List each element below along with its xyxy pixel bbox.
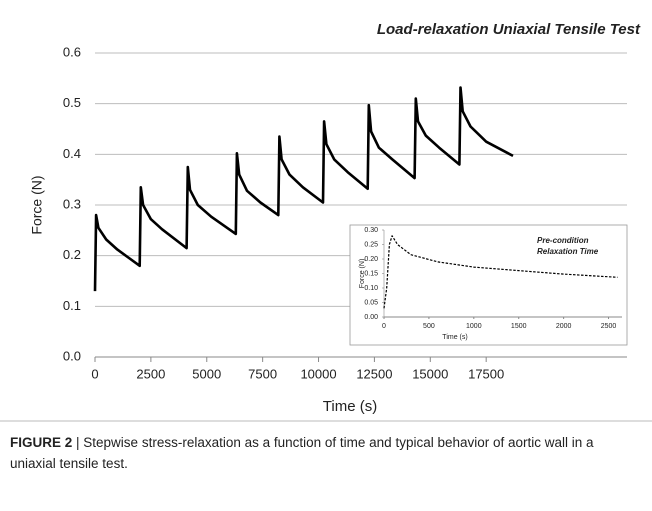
x-axis-label: Time (s) — [323, 398, 377, 415]
chart-title: Load-relaxation Uniaxial Tensile Test — [377, 21, 641, 38]
y-tick-label: 0.3 — [63, 196, 81, 211]
y-tick-label: 0.6 — [63, 44, 81, 59]
data-line — [93, 86, 514, 292]
y-tick-label: 0.15 — [364, 270, 378, 277]
x-tick-label: 0 — [91, 366, 98, 381]
x-tick-label: 12500 — [356, 366, 392, 381]
caption-text: | Stepwise stress-relaxation as a functi… — [10, 435, 594, 471]
annotation: Relaxation Time — [537, 247, 599, 256]
y-tick-label: 0.4 — [63, 146, 81, 161]
background — [0, 0, 652, 425]
x-tick-label: 10000 — [300, 366, 336, 381]
annotation: Pre-condition — [537, 236, 589, 245]
y-tick-label: 0.5 — [63, 95, 81, 110]
y-tick-label: 0.10 — [364, 285, 378, 292]
x-tick-label: 17500 — [468, 366, 504, 381]
x-tick-label: 1500 — [511, 323, 527, 330]
figure: 0.00.10.20.30.40.50.60 2500 5000 7500 10000 1… — [0, 0, 652, 425]
x-tick-label: 15000 — [412, 366, 448, 381]
y-tick-label: 0.2 — [63, 247, 81, 262]
x-tick-label: 1000 — [466, 323, 482, 330]
y-axis-label: Force (N) — [359, 259, 366, 289]
y-tick-label: 0.25 — [364, 241, 378, 248]
y-tick-label: 0.00 — [364, 314, 378, 321]
x-tick-label: 2000 — [556, 323, 572, 330]
caption: FIGURE 2 | Stepwise stress-relaxation as… — [10, 432, 630, 474]
data-line — [383, 235, 618, 309]
x-tick-label: 500 — [423, 323, 435, 330]
y-tick-label: 0.30 — [364, 227, 378, 234]
caption-label: FIGURE 2 — [10, 435, 73, 450]
inset-frame — [349, 224, 628, 346]
y-tick-label: 0.0 — [63, 348, 81, 363]
y-axis-label: Force (N) — [29, 175, 45, 234]
y-tick-label: 0.05 — [364, 299, 378, 306]
x-tick-label: 2500 — [601, 323, 617, 330]
x-tick-label: 2500 — [136, 366, 165, 381]
x-axis-label: Time (s) — [442, 334, 467, 341]
x-tick-label: 0 — [382, 323, 386, 330]
y-tick-label: 0.1 — [63, 298, 81, 313]
x-tick-label: 5000 — [192, 366, 221, 381]
x-tick-label: 7500 — [248, 366, 277, 381]
y-tick-label: 0.20 — [364, 256, 378, 263]
